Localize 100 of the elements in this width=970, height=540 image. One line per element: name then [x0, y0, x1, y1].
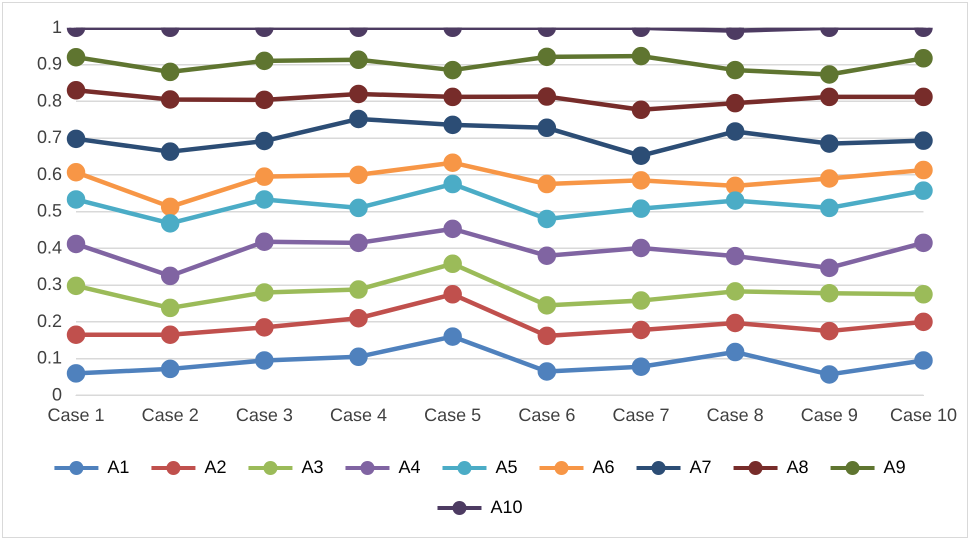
legend-label: A3	[301, 456, 324, 477]
point	[632, 291, 650, 310]
legend-label: A5	[495, 456, 518, 477]
legend-label: A10	[490, 496, 523, 517]
point	[160, 214, 180, 233]
legend-label: A4	[398, 456, 421, 477]
y-tick-label: 0.5	[36, 200, 62, 221]
point	[160, 198, 180, 216]
y-tick-label: 0.4	[36, 237, 62, 258]
point	[160, 325, 180, 344]
point	[255, 318, 274, 337]
point	[632, 46, 650, 66]
legend-label: A8	[786, 456, 809, 477]
point	[66, 81, 86, 100]
y-tick-label: 0.6	[36, 164, 62, 184]
point	[66, 48, 86, 66]
point	[160, 90, 180, 109]
point	[632, 199, 650, 218]
point	[66, 325, 86, 344]
y-tick-label: 0.9	[36, 54, 62, 74]
point	[160, 142, 180, 161]
point	[914, 285, 933, 304]
point	[820, 258, 839, 278]
point	[820, 198, 839, 218]
point	[443, 174, 462, 194]
point	[820, 169, 839, 188]
point	[349, 166, 368, 184]
point	[255, 283, 274, 302]
x-tick-label: Case 4	[330, 405, 388, 426]
y-tick-label: 0	[52, 384, 62, 404]
point	[914, 181, 933, 200]
point	[726, 191, 744, 210]
point	[538, 118, 556, 138]
point	[349, 110, 368, 128]
point	[914, 49, 933, 68]
y-tick-label: 0.3	[36, 274, 62, 294]
point	[255, 232, 274, 251]
point	[160, 266, 180, 286]
point	[632, 100, 650, 120]
point	[538, 174, 556, 194]
point	[443, 153, 462, 172]
legend-label: A9	[884, 456, 906, 477]
point	[255, 132, 274, 150]
point	[632, 171, 650, 190]
point	[255, 190, 274, 209]
point	[349, 50, 368, 70]
x-tick-label: Case 8	[706, 405, 764, 426]
x-tick-label: Case 9	[800, 405, 858, 426]
point	[914, 234, 933, 252]
point	[820, 134, 839, 153]
point	[726, 176, 744, 196]
point	[632, 320, 650, 340]
point	[66, 130, 86, 148]
point	[726, 282, 744, 301]
point	[443, 116, 462, 134]
point	[349, 198, 368, 218]
point	[349, 348, 368, 366]
point	[255, 351, 274, 370]
point	[820, 322, 839, 340]
x-tick-label: Case 6	[518, 405, 576, 426]
point	[820, 88, 839, 106]
x-tick-label: Case 3	[236, 405, 293, 426]
point	[726, 94, 744, 112]
point	[632, 238, 650, 258]
point	[66, 190, 86, 209]
point	[443, 88, 462, 106]
point	[914, 131, 933, 150]
point	[538, 296, 556, 315]
point	[160, 298, 180, 318]
legend-label: A1	[107, 456, 130, 477]
y-tick-label: 0.1	[36, 348, 62, 368]
point	[349, 84, 368, 104]
point	[538, 87, 556, 106]
point	[538, 210, 556, 228]
point	[66, 163, 86, 182]
y-tick-label: 0.7	[36, 127, 62, 148]
point	[443, 327, 462, 346]
point	[443, 254, 462, 274]
point	[538, 246, 556, 265]
point	[914, 160, 933, 180]
point	[538, 48, 556, 66]
point	[255, 90, 274, 110]
x-tick-label: Case 1	[48, 405, 105, 426]
point	[726, 342, 744, 362]
x-tick-label: Case 7	[612, 405, 670, 426]
point	[820, 284, 839, 302]
point	[914, 312, 933, 332]
point	[632, 357, 650, 376]
point	[914, 88, 933, 106]
point	[538, 326, 556, 346]
point	[443, 285, 462, 304]
point	[349, 280, 368, 299]
point	[255, 167, 274, 186]
point	[820, 65, 839, 84]
point	[443, 60, 462, 80]
point	[726, 314, 744, 332]
point	[66, 276, 86, 296]
point	[349, 234, 368, 252]
point	[160, 62, 180, 82]
y-tick-label: 1	[52, 16, 62, 37]
